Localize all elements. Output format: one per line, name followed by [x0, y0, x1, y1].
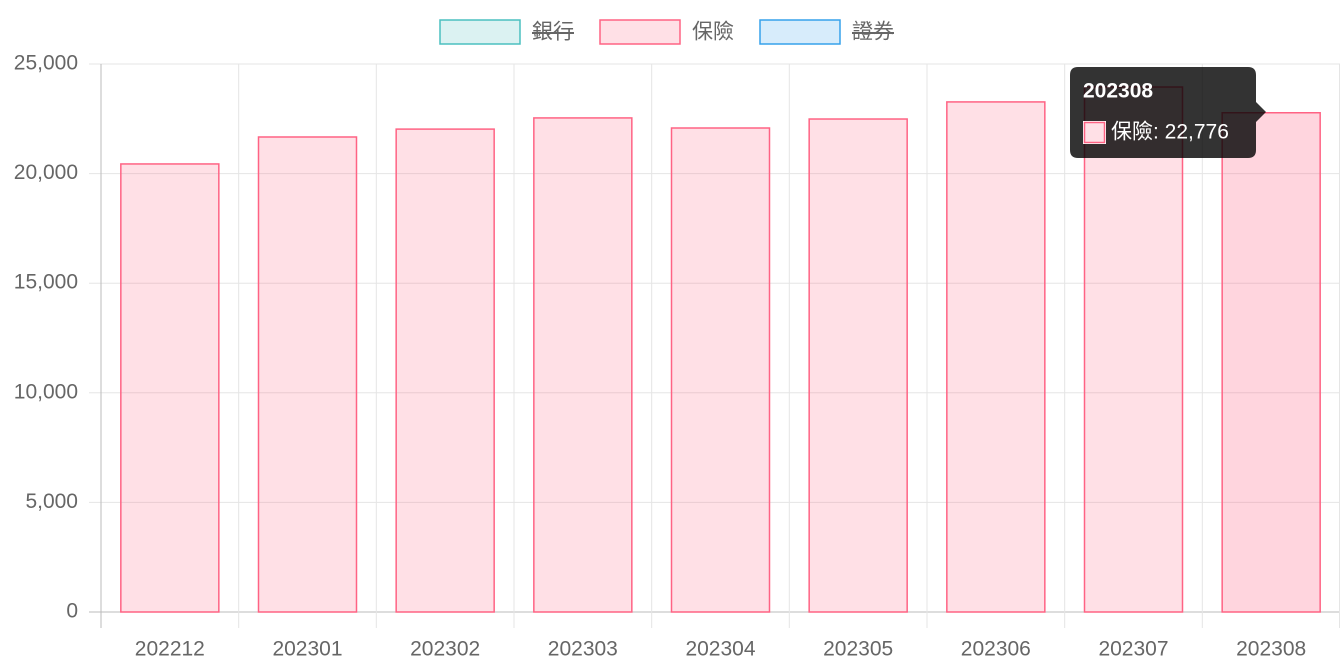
x-tick-label: 202304 — [685, 638, 755, 661]
legend-swatch — [439, 19, 521, 45]
bar — [120, 163, 220, 613]
tooltip-swatch-inner — [1083, 121, 1106, 144]
x-tick-label: 202302 — [410, 638, 480, 661]
bar — [946, 101, 1046, 613]
bar — [808, 118, 908, 613]
tooltip-label: 保險: 22,776 — [1111, 121, 1229, 144]
legend-label: 保險 — [692, 21, 734, 44]
x-tick-label: 202303 — [548, 638, 618, 661]
tooltip-swatch — [1083, 121, 1106, 144]
legend-swatch — [599, 19, 681, 45]
bar — [670, 127, 771, 613]
y-tick-label: 5,000 — [25, 490, 78, 513]
y-tick-label: 20,000 — [14, 161, 78, 184]
x-tick-label: 202305 — [823, 638, 893, 661]
bar — [1083, 86, 1184, 613]
x-tick-label: 202307 — [1098, 638, 1168, 661]
y-tick-label: 25,000 — [14, 52, 78, 75]
y-tick-label: 15,000 — [14, 271, 78, 294]
x-tick-label: 202212 — [135, 638, 205, 661]
x-tick-label: 202301 — [272, 638, 342, 661]
bar — [395, 128, 495, 613]
legend-swatch — [759, 19, 841, 45]
bar — [1221, 112, 1321, 613]
tooltip-box — [1070, 67, 1266, 158]
bar — [533, 117, 633, 613]
tooltip-title: 202308 — [1083, 80, 1153, 103]
x-tick-label: 202308 — [1236, 638, 1306, 661]
x-tick-label: 202306 — [961, 638, 1031, 661]
tooltip: 202308 保險: 22,776 — [1070, 67, 1266, 158]
y-tick-label: 10,000 — [14, 380, 78, 403]
bar — [257, 136, 358, 613]
y-tick-label: 0 — [66, 600, 78, 623]
